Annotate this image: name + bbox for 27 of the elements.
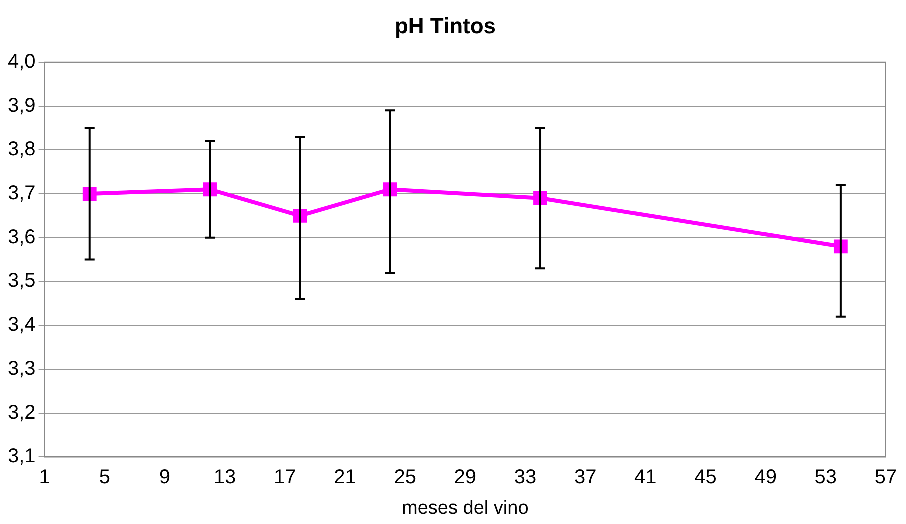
x-tick-label: 37 [574,466,597,489]
x-tick-label: 53 [814,466,838,489]
x-tick-label: 29 [454,466,477,489]
x-tick-label: 21 [334,466,356,489]
y-tick-label: 3,9 [8,94,36,117]
x-tick-label: 1 [39,466,50,489]
y-tick-label: 3,8 [8,138,36,161]
y-tick-label: 3,2 [8,402,36,424]
x-tick-label: 25 [394,466,416,489]
y-tick-label: 3,6 [8,226,36,248]
x-tick-label: 13 [214,466,236,489]
y-tick-label: 3,7 [8,182,36,205]
x-tick-label: 57 [874,466,898,489]
x-tick-label: 41 [634,466,657,489]
x-tick-label: 49 [754,466,777,489]
x-axis-title: meses del vino [402,498,529,519]
y-tick-label: 3,1 [8,446,36,468]
y-tick-label: 3,5 [8,270,36,292]
x-tick-label: 9 [159,466,171,489]
y-tick-label: 3,4 [8,314,36,336]
x-tick-label: 45 [694,466,717,489]
y-tick-label: 4,0 [8,50,36,73]
chart-title: pH Tintos [394,13,496,38]
x-tick-label: 17 [274,466,296,489]
y-tick-label: 3,3 [8,358,36,380]
x-tick-label: 33 [514,466,537,489]
x-tick-label: 5 [99,466,110,489]
